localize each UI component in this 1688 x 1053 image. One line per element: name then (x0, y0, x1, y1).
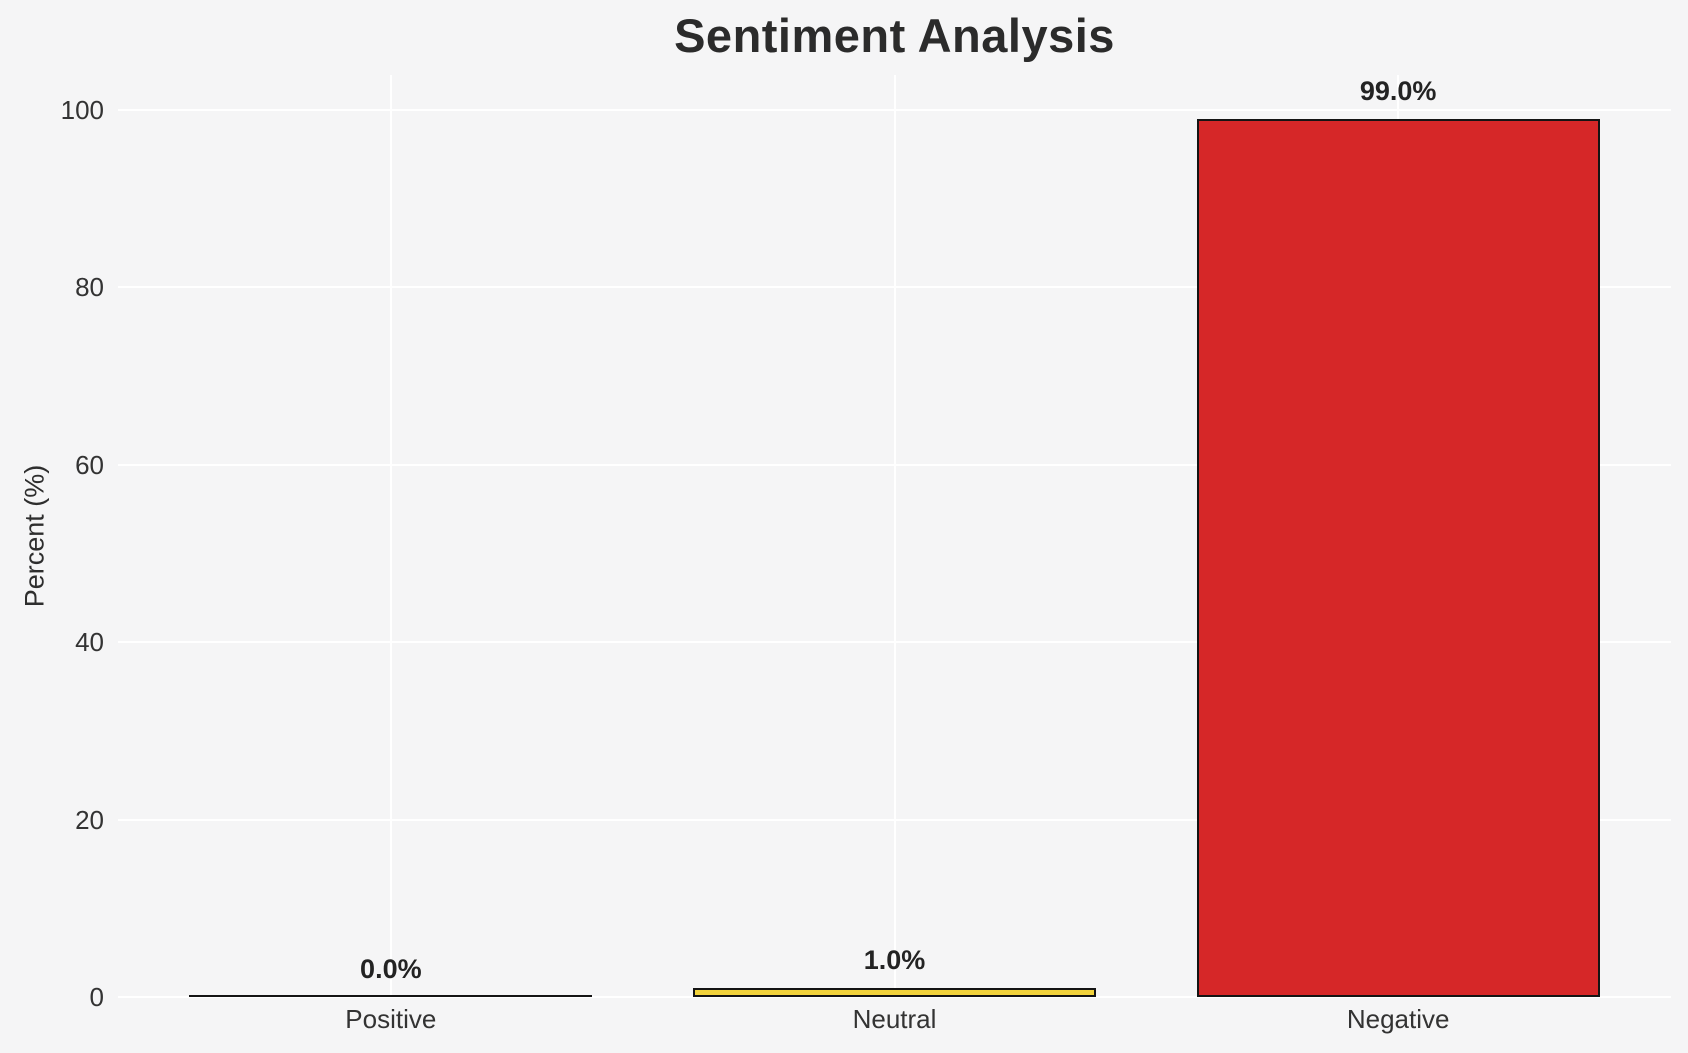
plot-area: 0.0% Positive 1.0% Neutral 99.0% Negative (118, 75, 1671, 1034)
bar-value-label-neutral: 1.0% (863, 945, 926, 975)
bar-positive (189, 994, 593, 997)
bar-value-label-positive: 0.0% (360, 954, 422, 984)
gridline-v-neutral (893, 75, 896, 997)
y-tick-label-80: 80 (75, 272, 104, 303)
chart-title: Sentiment Analysis (674, 9, 1115, 62)
y-tick-label-40: 40 (75, 627, 104, 658)
x-tick-label-negative: Negative (1346, 1004, 1450, 1034)
y-tick-label-20: 20 (75, 804, 104, 835)
y-tick-label-60: 60 (75, 449, 104, 480)
bar-neutral (693, 988, 1096, 997)
gridline-v-positive (389, 75, 392, 997)
bar-negative (1196, 119, 1600, 997)
bar-value-label-negative: 99.0% (1359, 76, 1437, 106)
x-tick-label-positive: Positive (345, 1004, 437, 1034)
gridline-h-100 (118, 109, 1671, 111)
y-tick-label-0: 0 (89, 982, 104, 1012)
y-axis-ticks: 0 20 40 60 80 100 (0, 75, 104, 1012)
x-tick-label-neutral: Neutral (852, 1004, 937, 1034)
y-tick-label-100: 100 (60, 95, 104, 125)
